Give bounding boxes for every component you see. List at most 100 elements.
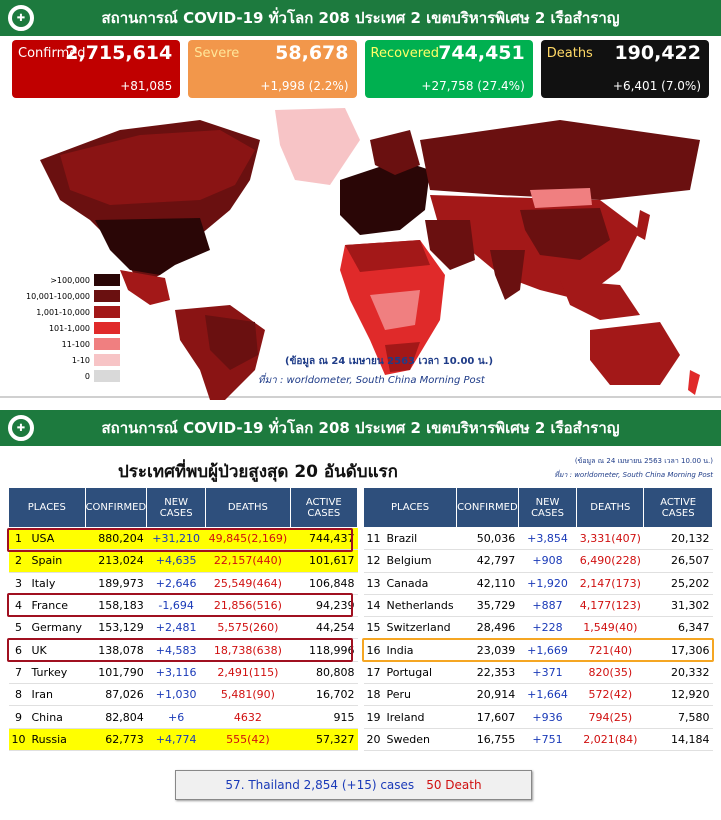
place-cell: Switzerland xyxy=(383,616,457,640)
rank-cell: 18 xyxy=(363,683,384,707)
deaths-cell: 21,856(516) xyxy=(205,594,291,618)
header-bar: ✚ สถานการณ์ COVID-19 ทั่วโลก 208 ประเทศ … xyxy=(0,0,721,36)
deaths-cell: 721(40) xyxy=(576,638,644,662)
deaths-card: Deaths 190,422 +6,401 (7.0%) xyxy=(540,40,709,98)
active-cell: 20,132 xyxy=(643,527,713,551)
active-cell: 14,184 xyxy=(643,728,713,751)
confirmed-cell: 87,026 xyxy=(85,683,147,707)
table-row: 2 Spain 213,024 +4,635 22,157(440) 101,617 xyxy=(8,549,358,573)
greenland-shape xyxy=(275,108,360,185)
col-active: ACTIVE CASES xyxy=(643,487,713,528)
mexico-shape xyxy=(120,270,170,305)
legend-swatch xyxy=(94,290,120,302)
ministry-logo-icon: ✚ xyxy=(6,3,36,33)
confirmed-cell: 20,914 xyxy=(456,683,519,707)
legend-label: >100,000 xyxy=(50,275,90,285)
table-row: 5 Germany 153,129 +2,481 5,575(260) 44,254 xyxy=(8,616,358,640)
place-cell: Belgium xyxy=(383,549,457,573)
legend-row: 101-1,000 xyxy=(8,320,120,336)
table-row: 19 Ireland 17,607 +936 794(25) 7,580 xyxy=(363,705,713,729)
confirmed-cell: 50,036 xyxy=(456,527,519,551)
place-cell: Peru xyxy=(383,683,457,707)
active-cell: 915 xyxy=(290,705,358,729)
place-cell: Sweden xyxy=(383,728,457,751)
new-cases-cell: +936 xyxy=(518,705,577,729)
deaths-cell: 572(42) xyxy=(576,683,644,707)
deaths-cell: 49,845(2,169) xyxy=(205,527,291,551)
table-row: 10 Russia 62,773 +4,774 555(42) 57,327 xyxy=(8,728,358,751)
deaths-cell: 22,157(440) xyxy=(205,549,291,573)
rank-cell: 19 xyxy=(363,705,384,729)
active-cell: 106,848 xyxy=(290,572,358,595)
deaths-cell: 555(42) xyxy=(205,728,291,751)
highlight-uk xyxy=(7,638,353,662)
legend-label: 1,001-10,000 xyxy=(36,307,90,317)
legend-label: 11-100 xyxy=(61,339,90,349)
top20-source: ที่มา : worldometer, South China Morning… xyxy=(554,471,713,479)
rank-cell: 10 xyxy=(8,728,29,751)
confirmed-cell: 62,773 xyxy=(85,728,147,751)
ministry-logo-icon: ✚ xyxy=(6,413,36,443)
new-cases-cell: +1,920 xyxy=(518,572,577,595)
active-cell: 31,302 xyxy=(643,594,713,618)
table-row: 3 Italy 189,973 +2,646 25,549(464) 106,848 xyxy=(8,572,358,595)
table-row: 15 Switzerland 28,496 +228 1,549(40) 6,347 xyxy=(363,616,713,640)
mongolia-shape xyxy=(530,188,592,208)
deaths-cell: 5,575(260) xyxy=(205,616,291,640)
legend-swatch xyxy=(94,322,120,334)
legend-label: 101-1,000 xyxy=(48,323,90,333)
deaths-cell: 18,738(638) xyxy=(205,638,291,662)
place-cell: Iran xyxy=(28,683,86,707)
new-zealand-shape xyxy=(688,370,700,395)
new-cases-cell: +887 xyxy=(518,594,577,618)
map-date-note: (ข้อมูล ณ 24 เมษายน 2563 เวลา 10.00 น.) xyxy=(285,356,494,367)
rank-cell: 13 xyxy=(363,572,384,595)
active-cell: 80,808 xyxy=(290,661,358,685)
legend-swatch xyxy=(94,306,120,318)
active-cell: 744,437 xyxy=(290,527,358,551)
legend-row: >100,000 xyxy=(8,272,120,288)
rank-cell: 3 xyxy=(8,572,29,595)
confirmed-cell: 189,973 xyxy=(85,572,147,595)
legend-row: 10,001-100,000 xyxy=(8,288,120,304)
place-cell: Brazil xyxy=(383,527,457,551)
new-cases-cell: +3,854 xyxy=(518,527,577,551)
rank-cell: 2 xyxy=(8,549,29,573)
legend-swatch xyxy=(94,274,120,286)
new-cases-cell: +2,646 xyxy=(146,572,206,595)
confirmed-value: 2,715,614 xyxy=(65,42,173,64)
deaths-label: Deaths xyxy=(546,46,593,61)
rank-cell: 7 xyxy=(8,661,29,685)
rank-cell: 11 xyxy=(363,527,384,551)
header-bar-2: ✚ สถานการณ์ COVID-19 ทั่วโลก 208 ประเทศ … xyxy=(0,410,721,446)
confirmed-cell: 22,353 xyxy=(456,661,519,685)
table-row: 12 Belgium 42,797 +908 6,490(228) 26,507 xyxy=(363,549,713,573)
active-cell: 20,332 xyxy=(643,661,713,685)
new-cases-cell: -1,694 xyxy=(146,594,206,618)
col-confirmed: CONFIRMED xyxy=(456,487,519,528)
deaths-cell: 4632 xyxy=(205,705,291,729)
header-title: สถานการณ์ COVID-19 ทั่วโลก 208 ประเทศ 2 … xyxy=(101,9,620,27)
new-cases-cell: +908 xyxy=(518,549,577,573)
place-cell: France xyxy=(28,594,86,618)
rank-cell: 1 xyxy=(8,527,29,551)
col-new-cases: NEW CASES xyxy=(146,487,207,528)
table-row: 18 Peru 20,914 +1,664 572(42) 12,920 xyxy=(363,683,713,707)
active-cell: 6,347 xyxy=(643,616,713,640)
table-row: 11 Brazil 50,036 +3,854 3,331(407) 20,132 xyxy=(363,527,713,551)
china-shape xyxy=(520,208,610,260)
col-deaths: DEATHS xyxy=(205,487,291,528)
col-places: PLACES xyxy=(362,487,458,528)
confirmed-cell: 42,110 xyxy=(456,572,519,595)
table-row: 1 USA 880,204 +31,210 49,845(2,169) 744,437 xyxy=(8,527,358,551)
confirmed-cell: 16,755 xyxy=(456,728,519,751)
stats-cards: Confirmed 2,715,614 +81,085 Severe 58,67… xyxy=(12,40,709,98)
thailand-deaths: 50 Death xyxy=(426,778,482,792)
table-row: 8 Iran 87,026 +1,030 5,481(90) 16,702 xyxy=(8,683,358,707)
deaths-cell: 2,147(173) xyxy=(576,572,644,595)
active-cell: 25,202 xyxy=(643,572,713,595)
legend-row: 0 xyxy=(8,368,120,384)
recovered-change: +27,758 (27.4%) xyxy=(421,79,525,93)
deaths-value: 190,422 xyxy=(614,42,701,64)
confirmed-cell: 35,729 xyxy=(456,594,519,618)
